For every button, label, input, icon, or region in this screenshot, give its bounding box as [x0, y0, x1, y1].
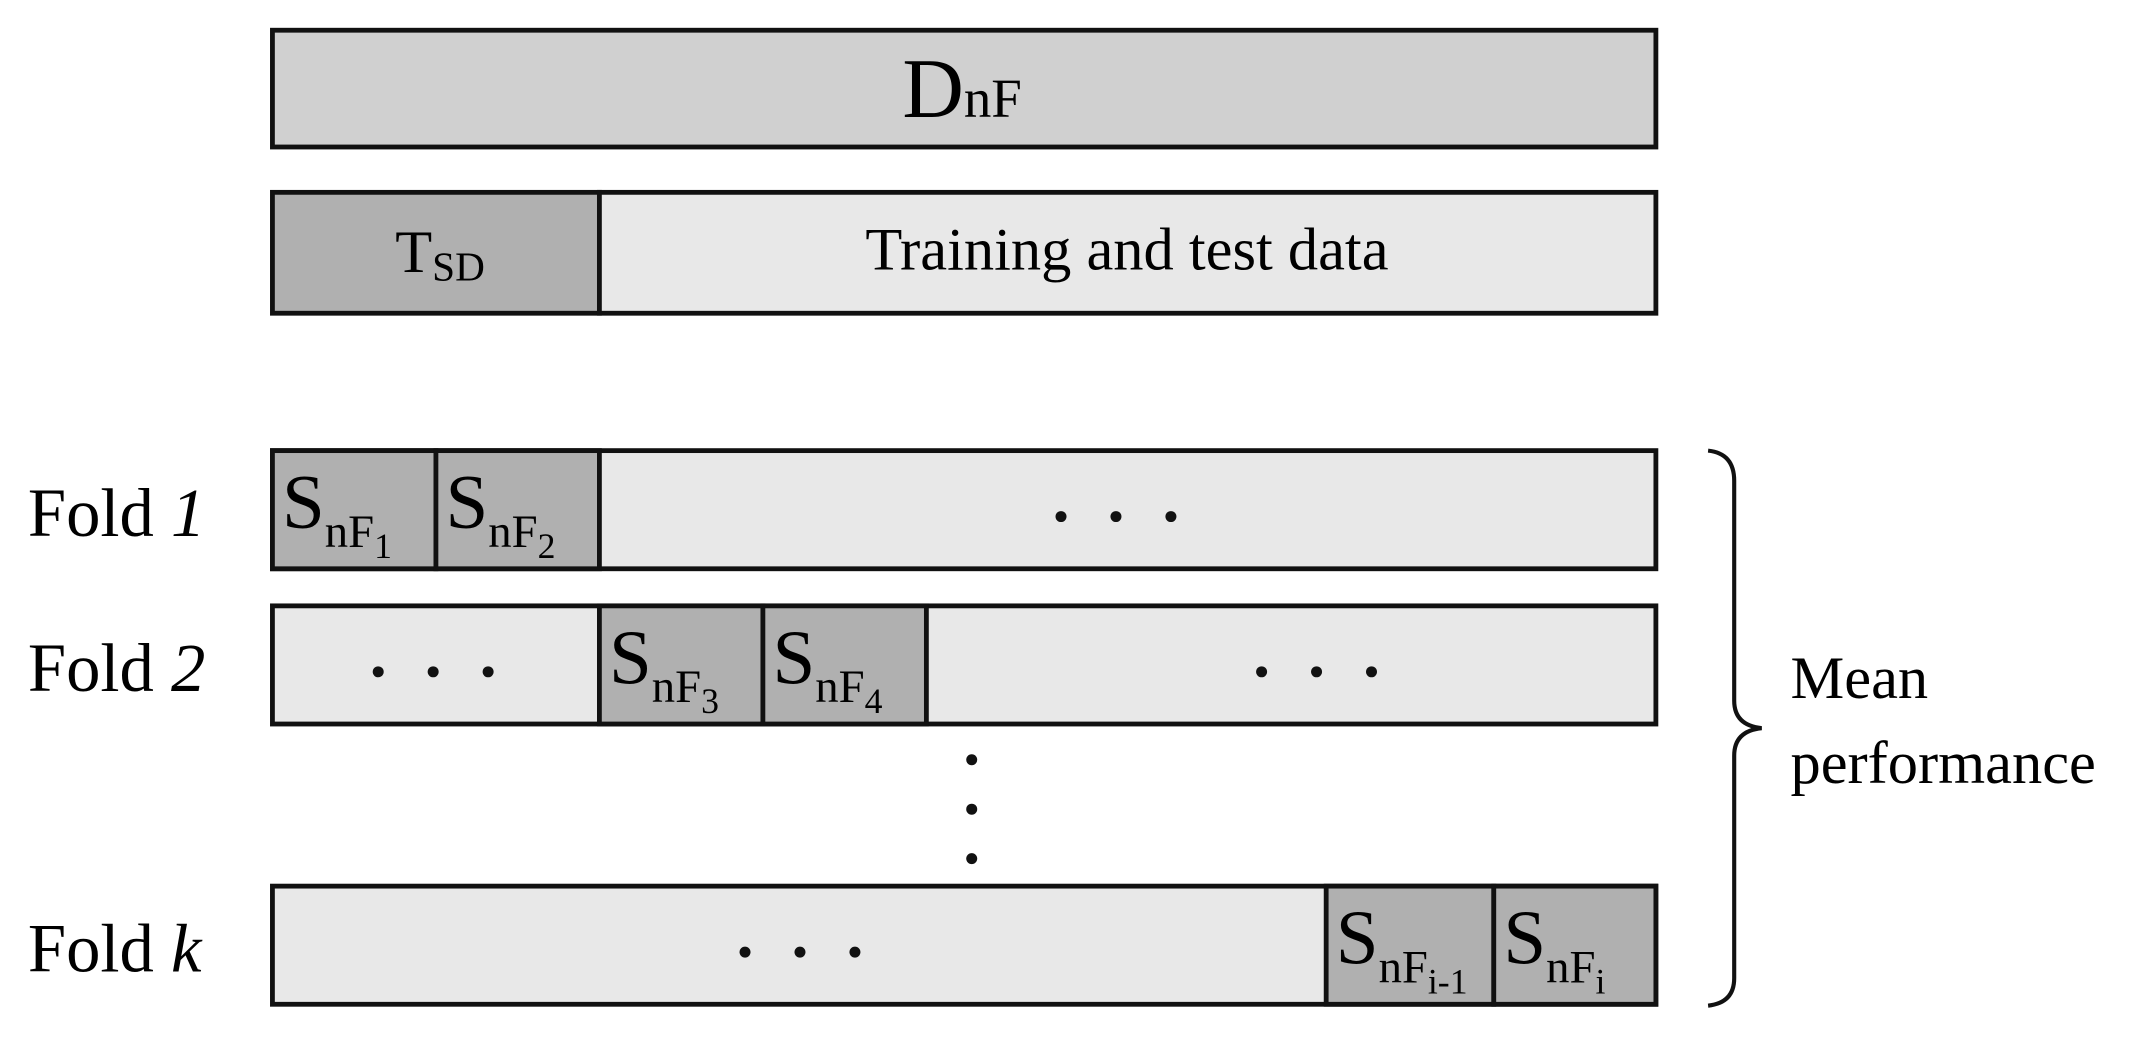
symbol: S — [282, 459, 325, 545]
fold-label: Fold k — [28, 910, 203, 986]
subsubscript: i-1 — [1428, 961, 1468, 1001]
ellipsis-dot — [1110, 511, 1122, 523]
ellipsis-dot — [1366, 666, 1377, 678]
vertical-ellipsis — [966, 754, 978, 865]
fold-label: Fold 1 — [28, 475, 205, 551]
symbol: S — [773, 614, 816, 700]
rest-box — [596, 189, 1659, 316]
symbol: S — [1336, 894, 1379, 980]
ellipsis-dot — [427, 666, 439, 678]
rest-label: Training and test data — [865, 216, 1388, 283]
symbol: S — [446, 459, 489, 545]
brace — [1707, 448, 1762, 1008]
dataset-label: DnF — [902, 42, 1022, 136]
dataset-bar — [270, 27, 1659, 150]
ellipsis-dot — [1256, 666, 1268, 678]
subsubscript: 3 — [701, 681, 719, 721]
symbol: S — [1503, 894, 1546, 980]
result-label: Mean — [1791, 645, 1929, 712]
fold-bar — [270, 603, 1659, 727]
subset-box — [433, 448, 602, 572]
fold-index: 2 — [171, 630, 205, 706]
held-out-label: TSD — [395, 219, 485, 289]
subscript: nF — [325, 506, 374, 558]
fold-index: k — [171, 910, 203, 986]
symbol: S — [609, 614, 652, 700]
subscript: nF — [815, 661, 864, 713]
subscript: nF — [1546, 941, 1595, 993]
subsubscript: 1 — [374, 526, 392, 566]
subset-label: SnFi — [1503, 894, 1605, 1001]
fold-word: Fold — [28, 910, 154, 986]
fold-label: Fold 2 — [28, 630, 205, 706]
ellipsis-dot — [482, 666, 494, 678]
subset-box — [596, 603, 766, 727]
subsubscript: i — [1596, 961, 1606, 1001]
subset-box — [1323, 883, 1497, 1007]
subscript: nF — [1379, 941, 1428, 993]
subset-label: SnF4 — [773, 614, 883, 721]
ellipsis-dot — [794, 946, 806, 958]
ellipsis-dot — [1055, 511, 1067, 523]
subset-box — [270, 448, 439, 572]
fold-index: 1 — [171, 475, 205, 551]
ellipsis-dot — [739, 946, 751, 958]
ellipsis-dot — [849, 946, 861, 958]
subsubscript: 4 — [865, 681, 883, 721]
fold-word: Fold — [28, 475, 154, 551]
subsubscript: 2 — [538, 526, 556, 566]
subset-box — [760, 603, 929, 727]
subscript: nF — [964, 68, 1022, 129]
subset-label: SnF1 — [282, 459, 392, 566]
fold-word: Fold — [28, 630, 154, 706]
symbol: T — [395, 219, 432, 286]
symbol: D — [902, 42, 964, 136]
subset-label: SnF2 — [446, 459, 556, 566]
result-label: performance — [1791, 730, 2096, 797]
subscript: SD — [432, 243, 485, 289]
subset-label: SnF3 — [609, 614, 719, 721]
ellipsis-dot — [1165, 511, 1177, 523]
ellipsis-dot — [1311, 666, 1323, 678]
subset-label: SnFi-1 — [1336, 894, 1468, 1001]
subscript: nF — [652, 661, 701, 713]
subscript: nF — [488, 506, 537, 558]
subset-box — [1491, 883, 1659, 1007]
ellipsis-dot — [372, 666, 384, 678]
